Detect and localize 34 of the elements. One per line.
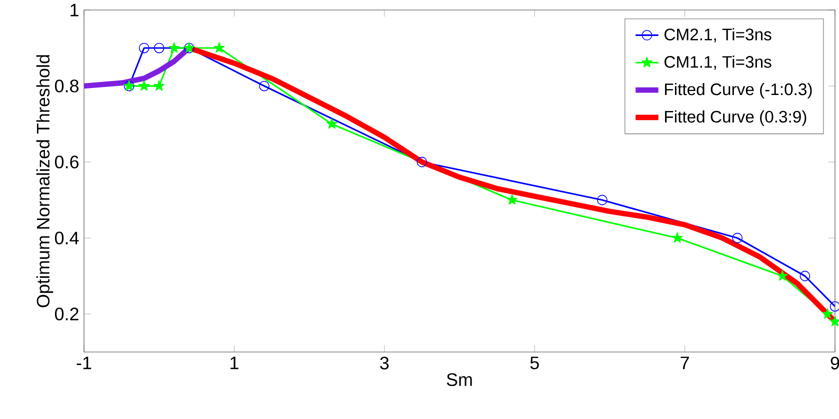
x-tick-label: -1 xyxy=(76,356,92,370)
point xyxy=(732,232,743,244)
y-tick-label: 0.8 xyxy=(54,80,79,92)
point xyxy=(800,270,810,282)
y-tick-label: 1 xyxy=(70,4,78,16)
point xyxy=(326,118,338,129)
point xyxy=(259,80,270,92)
point xyxy=(506,194,518,205)
x-tick-label: 7 xyxy=(680,356,689,370)
point xyxy=(154,80,165,91)
point xyxy=(672,232,683,243)
point xyxy=(168,42,180,53)
point xyxy=(830,301,839,312)
legend-label: Fitted Curve (-1:0.3) xyxy=(665,82,812,99)
x-axis-title: Sm xyxy=(446,373,472,386)
y-tick-label: 0.6 xyxy=(54,156,79,168)
legend-label: Fitted Curve (0.3:9) xyxy=(665,110,806,126)
x-tick-label: 3 xyxy=(380,356,389,370)
point xyxy=(416,156,428,168)
x-tick-label: 5 xyxy=(530,356,539,370)
point xyxy=(154,42,164,54)
legend-label: CM1.1, Ti=3ns xyxy=(664,56,772,70)
y-tick-label: 0.4 xyxy=(54,232,79,244)
legend-label: CM2.1, Ti=3ns xyxy=(664,28,772,42)
point xyxy=(822,308,833,319)
y-tick-label: 0.2 xyxy=(54,308,78,320)
point xyxy=(776,270,788,281)
x-tick-label: 1 xyxy=(230,356,238,370)
point xyxy=(138,80,150,91)
y-axis-title: Optimum Normalized Threshold xyxy=(36,55,54,308)
point xyxy=(596,194,608,206)
point xyxy=(214,42,225,53)
x-tick-label: 9 xyxy=(830,356,839,370)
point xyxy=(138,42,150,54)
